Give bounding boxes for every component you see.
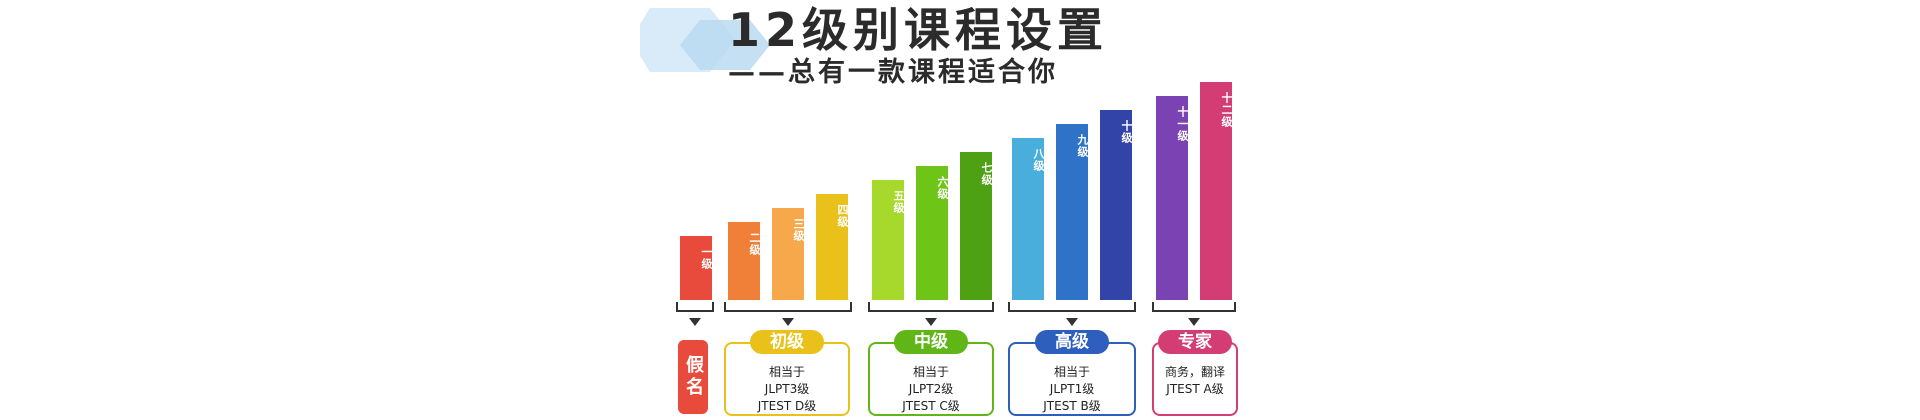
level-bar-6: 六级	[916, 166, 949, 300]
level-bar-10: 十级	[1100, 110, 1133, 300]
group-description-line: 相当于	[768, 365, 805, 379]
page-title: 12级别课程设置	[728, 3, 1109, 57]
group-title: 高级	[1035, 330, 1109, 354]
group-title: 初级	[750, 330, 824, 354]
group-title: 中级	[894, 330, 968, 354]
level-group-box: 高级相当于 JLPT1级 JTEST B级	[1008, 330, 1136, 416]
group-description-line: JLPT1级	[1049, 382, 1095, 396]
level-bar-label: 七级	[980, 162, 993, 186]
level-bar-label: 一级	[700, 246, 713, 270]
level-bar-label: 十一级	[1176, 106, 1189, 142]
level-bar-label: 九级	[1076, 134, 1089, 158]
group-description-line: 相当于	[912, 365, 949, 379]
group-description-line: 商务，翻译	[1164, 365, 1225, 379]
group-bracket	[724, 302, 852, 312]
level-bar-label: 十二级	[1220, 92, 1233, 128]
group-description-line: JTEST B级	[1043, 399, 1101, 413]
group-description: 相当于 JLPT2级 JTEST C级	[870, 364, 992, 415]
level-bar-label: 三级	[792, 218, 805, 242]
level-group-box: 中级相当于 JLPT2级 JTEST C级	[868, 330, 994, 416]
level-bar-label: 二级	[748, 232, 761, 256]
level-bar-label: 五级	[892, 190, 905, 214]
down-arrow-icon	[1066, 318, 1078, 326]
level-bar-label: 十级	[1120, 120, 1133, 144]
group-bracket	[868, 302, 994, 312]
group-bracket	[1008, 302, 1136, 312]
level-bar-2: 二级	[728, 222, 761, 300]
group-description-line: 相当于	[1053, 365, 1090, 379]
level-bar-label: 四级	[836, 204, 849, 228]
down-arrow-icon	[689, 318, 701, 326]
level-bar-7: 七级	[960, 152, 993, 300]
group-description-line: JTEST A级	[1166, 382, 1224, 396]
level-bar-12: 十二级	[1200, 82, 1233, 300]
level-bar-label: 八级	[1032, 148, 1045, 172]
level-bar-8: 八级	[1012, 138, 1045, 300]
level-bar-1: 一级	[680, 236, 713, 300]
down-arrow-icon	[782, 318, 794, 326]
decorative-hexagons	[640, 8, 770, 72]
group-bracket	[1152, 302, 1236, 312]
group-description-line: JTEST D级	[757, 399, 817, 413]
group-description: 相当于 JLPT3级 JTEST D级	[726, 364, 848, 415]
group-description: 相当于 JLPT1级 JTEST B级	[1010, 364, 1134, 415]
down-arrow-icon	[925, 318, 937, 326]
group-description-line: JLPT2级	[908, 382, 954, 396]
level-bar-11: 十一级	[1156, 96, 1189, 300]
page-subtitle: ——总有一款课程适合你	[728, 57, 1058, 88]
level-bar-3: 三级	[772, 208, 805, 300]
group-title: 专家	[1158, 330, 1232, 354]
level-bar-label: 六级	[936, 176, 949, 200]
group-description-line: JLPT3级	[764, 382, 810, 396]
level-bar-4: 四级	[816, 194, 849, 300]
level-group-box: 专家商务，翻译 JTEST A级	[1152, 330, 1238, 416]
group-description-line: JTEST C级	[902, 399, 960, 413]
level-group-box: 初级相当于 JLPT3级 JTEST D级	[724, 330, 850, 416]
level-bar-5: 五级	[872, 180, 905, 300]
group-description: 商务，翻译 JTEST A级	[1154, 364, 1236, 398]
group-bracket	[676, 302, 714, 312]
level-bar-9: 九级	[1056, 124, 1089, 300]
down-arrow-icon	[1188, 318, 1200, 326]
kana-trial-badge: 假名	[678, 340, 708, 414]
